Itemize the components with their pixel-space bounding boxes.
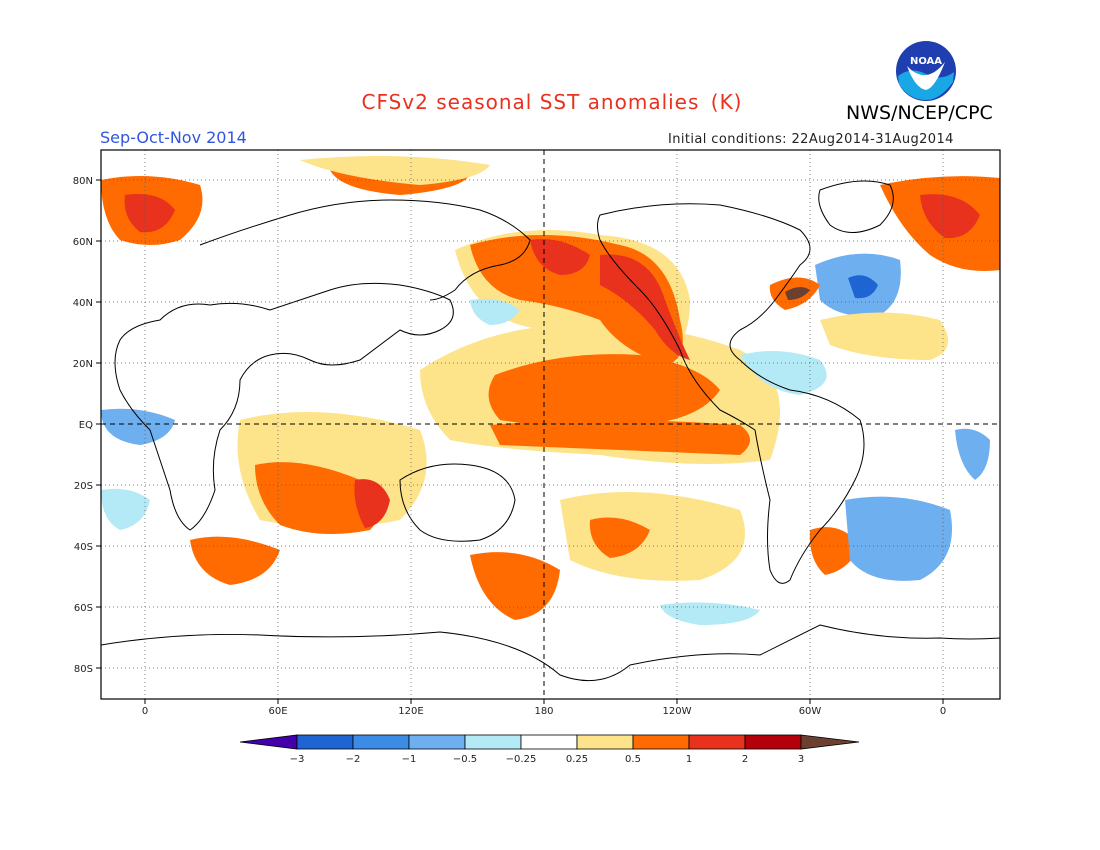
colorbar-swatch [352,734,410,750]
strong-warm-anomaly-ne-pacific [600,254,690,360]
colorbar-swatch [296,734,354,750]
warm-anomaly-arctic-pale [300,156,490,185]
lat-label-20s: 20S [74,481,93,492]
strong-cold-anomaly-north-atlantic [848,275,878,299]
warm-anomaly-south-atlantic [809,527,860,575]
lat-label-60s: 60S [74,603,93,614]
noaa-logo: NOAA [895,40,957,102]
colorbar-label: −3 [290,754,305,765]
colorbar-label: 2 [742,754,748,765]
lon-label-60e: 60E [268,706,287,717]
colorbar-swatch [520,734,578,750]
cold-anomaly-south-atlantic-east [101,488,150,530]
warm-anomaly-south-indian [255,462,378,534]
strong-warm-anomaly-arctic-west [124,194,175,233]
colorbar-label: −0.25 [506,754,537,765]
colorbar-extend-high [800,734,860,750]
agency-label: NWS/NCEP/CPC [846,102,993,124]
coastline-africa-eurasia [114,282,454,531]
lat-ticks [96,179,101,669]
warm-anomaly-mid-atlantic [820,312,948,360]
colorbar-label: −1 [402,754,417,765]
cold-anomaly-brazil-coast [955,428,990,480]
lon-label-120e: 120E [398,706,423,717]
warm-anomaly-south-pacific-spots [589,517,650,558]
coastline-americas [597,203,865,584]
lat-label-60n: 60N [73,237,93,248]
lon-ticks [144,699,944,704]
warm-anomaly-southern-pacific [560,492,745,581]
logo-text: NOAA [910,56,942,67]
lon-label-180: 180 [534,706,553,717]
reference-lines [101,150,1000,699]
warm-anomaly-southern-ocean-africa [190,536,280,585]
coastline-eurasia-north [199,199,531,301]
coastlines [101,180,1000,682]
lat-label-20n: 20N [73,359,93,370]
initial-conditions-label: Initial conditions: 22Aug2014-31Aug2014 [668,132,954,147]
lat-label-40s: 40S [74,542,93,553]
colorbar-swatch [632,734,690,750]
lat-label-eq: EQ [79,420,93,431]
lon-label-120w: 120W [663,706,692,717]
anomaly-field [101,156,1000,625]
colorbar-label: 3 [798,754,804,765]
lon-labels: 0 60E 120E 180 120W 60W 0 [142,706,946,717]
colorbar-label: −0.5 [453,754,477,765]
lon-label-0-west: 0 [142,706,148,717]
colorbar: −3 −2 −1 −0.5 −0.25 0.25 0.5 1 2 3 [239,734,860,765]
colorbar-extend-low [239,734,298,750]
extreme-warm-anomaly-gulf-stream [785,286,810,300]
colorbar-swatch [576,734,634,750]
colorbar-swatch [744,734,802,750]
cold-anomaly-east-atlantic-equator [101,408,175,445]
lon-label-0-east: 0 [940,706,946,717]
warm-anomaly-equatorial-band [490,420,750,455]
cold-anomaly-se-pacific [660,602,760,625]
lat-label-80s: 80S [74,664,93,675]
colorbar-label: 0.25 [566,754,588,765]
cold-anomaly-south-atlantic [845,496,952,581]
title-main: CFSv2 seasonal SST anomalies [361,90,700,114]
lat-label-80n: 80N [73,176,93,187]
colorbar-label: −2 [346,754,361,765]
coastline-antarctica [101,624,1000,682]
colorbar-swatch [688,734,746,750]
strong-warm-anomaly-south-indian [354,479,390,528]
colorbar-label: 0.5 [625,754,641,765]
strong-warm-anomaly-arctic-east [920,194,980,239]
cold-anomaly-caribbean [740,351,827,395]
coastline-australia [399,463,516,542]
chart-title: CFSv2 seasonal SST anomalies (K) [0,90,1100,114]
coastline-greenland [818,180,894,233]
warm-anomaly-southern-ocean-australia [470,552,560,620]
cold-anomaly-north-indian [470,298,520,325]
strong-warm-anomaly-nw-pacific [530,239,590,275]
title-unit: (K) [710,90,743,114]
season-label: Sep-Oct-Nov 2014 [100,128,247,147]
colorbar-label: 1 [686,754,692,765]
colorbar-swatch [408,734,466,750]
warm-anomaly-central-pacific [488,354,720,427]
colorbar-swatch [464,734,522,750]
lat-labels: 80N 60N 40N 20N EQ 20S 40S 60S 80S [73,176,93,675]
lat-label-40n: 40N [73,298,93,309]
lon-label-60w: 60W [799,706,822,717]
